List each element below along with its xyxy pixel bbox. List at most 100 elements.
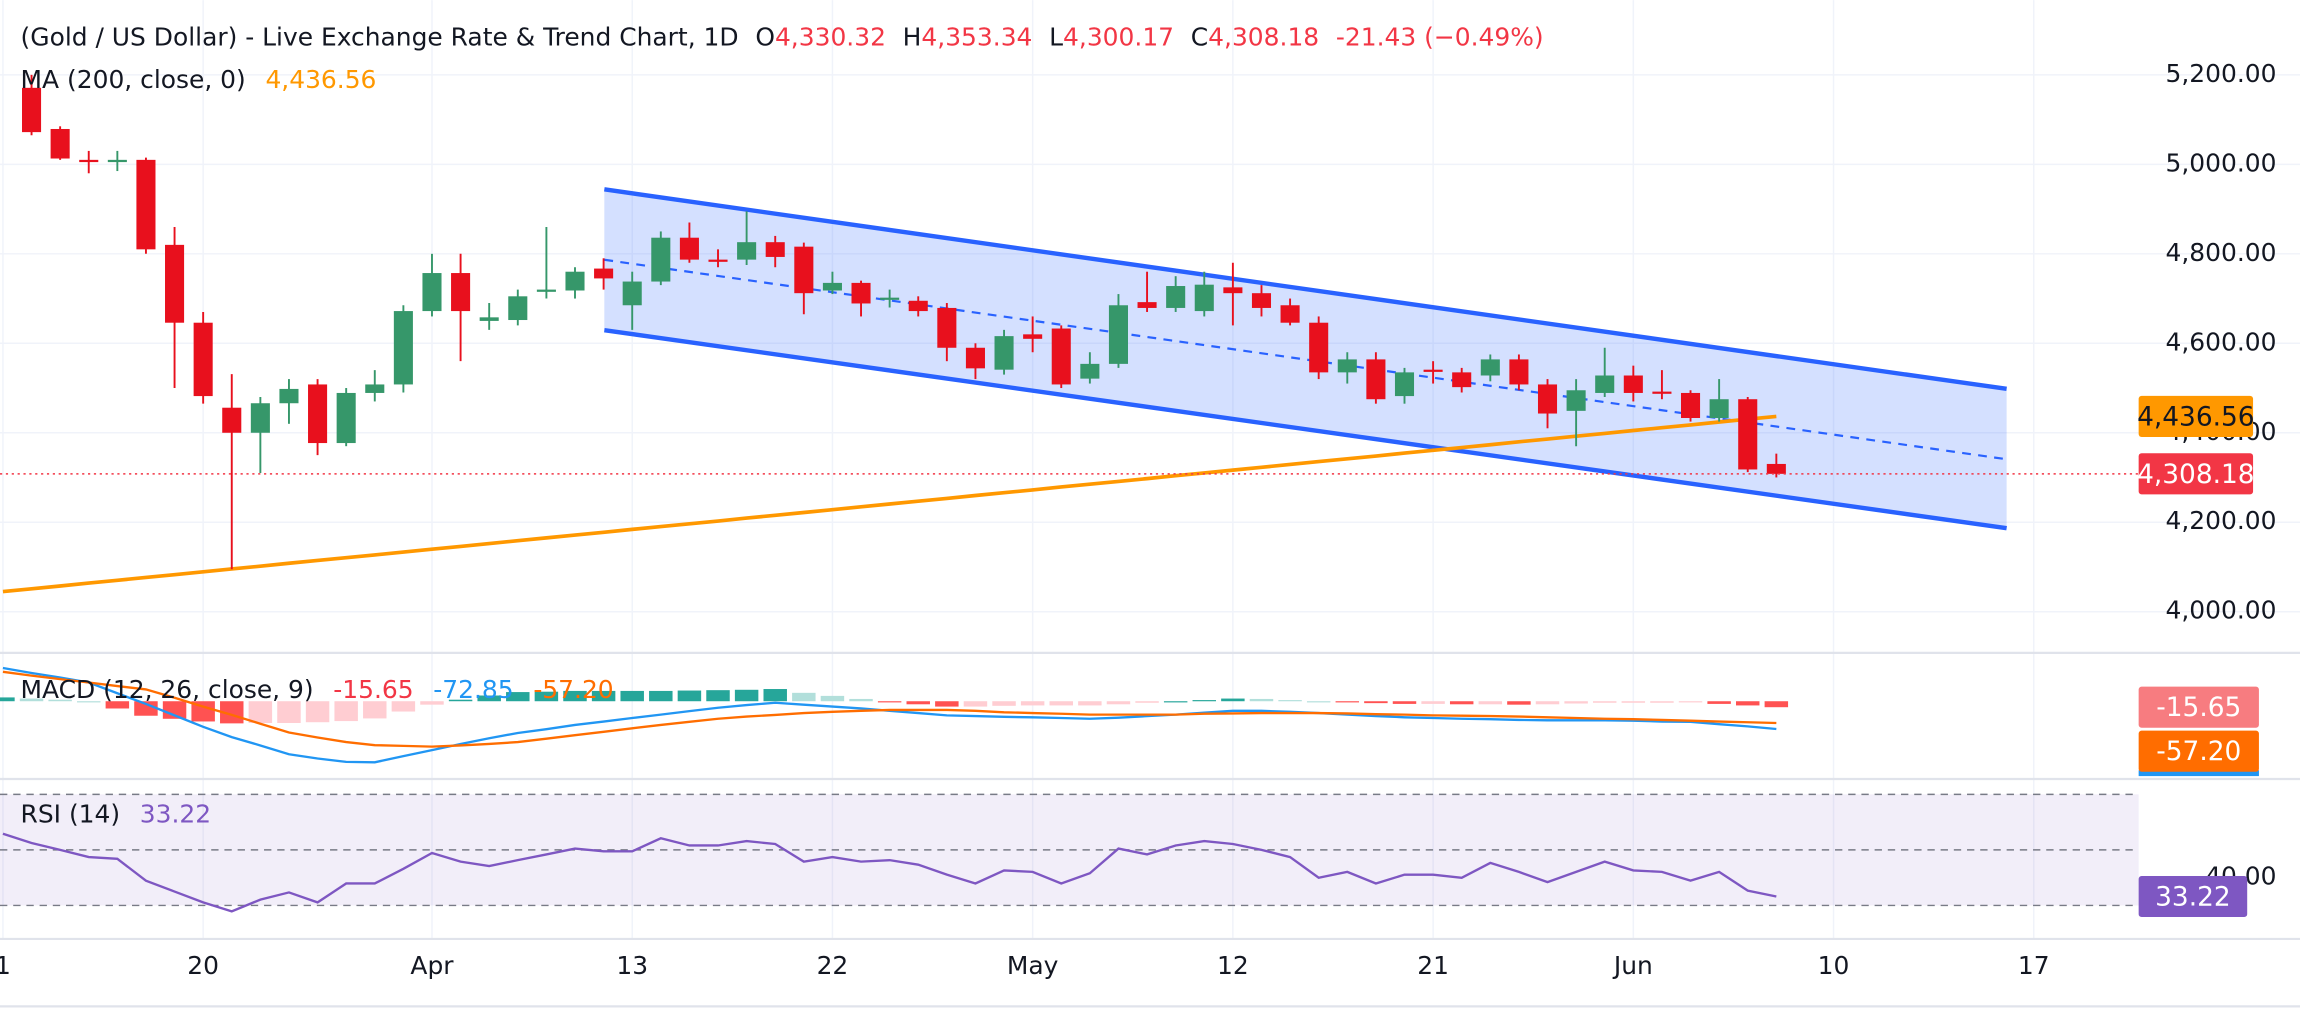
candle-body — [1680, 392, 1701, 419]
histogram-bar — [992, 701, 1016, 706]
histogram-bar — [1135, 701, 1159, 703]
histogram-bar — [162, 701, 187, 719]
candle-body — [880, 297, 900, 300]
histogram-bar — [1392, 701, 1417, 704]
candle-body — [1652, 391, 1672, 394]
candle-body — [1423, 369, 1443, 372]
histogram-bar — [77, 701, 101, 703]
rsi-line — [2, 832, 1777, 913]
ohlc-label: H — [903, 22, 922, 51]
price-badge — [2138, 686, 2259, 728]
x-tick-label: 22 — [817, 951, 849, 980]
histogram-bar — [1650, 701, 1674, 703]
candle-body — [136, 159, 156, 250]
candle-body — [1251, 293, 1272, 308]
x-tick-label: 10 — [1818, 951, 1850, 980]
candle-body — [1223, 287, 1243, 294]
histogram-bar — [1507, 701, 1531, 705]
y-tick-label: 5,000.00 — [2166, 148, 2277, 177]
channel-upper — [604, 187, 2007, 392]
candle-body — [1337, 359, 1357, 373]
candle-body — [994, 336, 1014, 370]
candle-body — [1194, 284, 1214, 312]
candle-body — [336, 392, 356, 444]
change-value: -21.43 (−0.49%) — [1336, 22, 1544, 51]
candle-body — [1023, 334, 1043, 339]
ma-value: 4,436.56 — [265, 65, 376, 94]
data-layer — [0, 74, 2139, 913]
candle-body — [594, 268, 614, 279]
histogram-bar — [305, 701, 330, 723]
histogram-bar — [849, 698, 873, 702]
histogram-bar — [1678, 701, 1703, 703]
candle-body — [1623, 375, 1643, 393]
price-badge-label: 33.22 — [2155, 881, 2231, 912]
candle-body — [536, 289, 556, 292]
histogram-bar — [448, 699, 473, 702]
candle-body — [1766, 463, 1786, 474]
x-tick-label: Apr — [410, 951, 454, 980]
x-tick-label: 12 — [1217, 951, 1249, 980]
candle-body — [937, 307, 957, 348]
histogram-bar — [820, 695, 845, 702]
histogram-bar — [477, 695, 501, 702]
candle-body — [393, 311, 413, 385]
chart-title: (Gold / US Dollar) - Live Exchange Rate … — [21, 22, 739, 51]
macd-legend: MACD (12, 26, close, 9) -15.65 -72.85 -5… — [21, 675, 614, 704]
candle-body — [79, 159, 99, 163]
candle-body — [1309, 322, 1329, 373]
price-badge — [2138, 730, 2259, 772]
candle-body — [1537, 384, 1558, 414]
histogram-bar — [19, 698, 44, 702]
histogram-bar — [792, 692, 816, 702]
candle-body — [1166, 286, 1186, 308]
y-tick-label: 4,800.00 — [2166, 238, 2277, 267]
label-layer: 1 20 Apr 13 22 May 12 21 Jun 10 17 4,000.00 4,200.00… — [0, 59, 2277, 980]
price-badge — [2138, 770, 2259, 777]
candle-body — [451, 273, 471, 312]
histogram-bar — [1592, 701, 1617, 703]
candle-body — [508, 296, 528, 321]
price-badge-label: 4,436.56 — [2137, 401, 2255, 432]
rsi-value: 33.22 — [140, 800, 211, 829]
candle-body — [422, 273, 442, 312]
price-badge-label: -57.20 — [2156, 736, 2241, 767]
candle-body — [1137, 302, 1157, 308]
histogram-bar — [963, 701, 988, 707]
x-tick-label: 21 — [1417, 951, 1449, 980]
candle-body — [708, 259, 728, 262]
histogram-bar — [277, 701, 301, 723]
histogram-bar — [363, 701, 387, 719]
histogram-bar — [1621, 701, 1646, 703]
histogram-bar — [563, 690, 587, 702]
histogram-bar — [420, 701, 444, 705]
candle-body — [908, 300, 928, 312]
y-tick-label: 4,200.00 — [2166, 506, 2277, 535]
x-tick-label: 1 — [0, 951, 11, 980]
histogram-bar — [1535, 701, 1560, 705]
candle-body — [479, 317, 499, 321]
price-badge-label: 4,308.18 — [2137, 459, 2255, 490]
chart-legend: (Gold / US Dollar) - Live Exchange Rate … — [21, 22, 1544, 51]
candle-body — [107, 159, 127, 163]
price-badge-label: -15.65 — [2156, 692, 2241, 723]
histogram-bar — [1078, 701, 1102, 706]
candle-body — [822, 282, 842, 291]
moving-average-line — [2, 414, 1777, 594]
rsi-legend: RSI (14) 33.22 — [21, 800, 212, 829]
histogram-bar — [1106, 701, 1131, 705]
candle-body — [165, 244, 185, 323]
histogram-bar — [506, 692, 530, 702]
candle-body — [1051, 328, 1071, 385]
candle-body — [1394, 372, 1415, 397]
ohlc-value: 4,353.34 — [921, 22, 1032, 51]
candle-body — [565, 271, 585, 291]
candle-body — [193, 322, 213, 397]
ohlc-value: 4,300.17 — [1063, 22, 1174, 51]
histogram-bar — [191, 701, 215, 722]
histogram-bar — [1335, 701, 1360, 703]
histogram-bar — [1020, 701, 1045, 706]
histogram-bar — [1736, 701, 1760, 706]
